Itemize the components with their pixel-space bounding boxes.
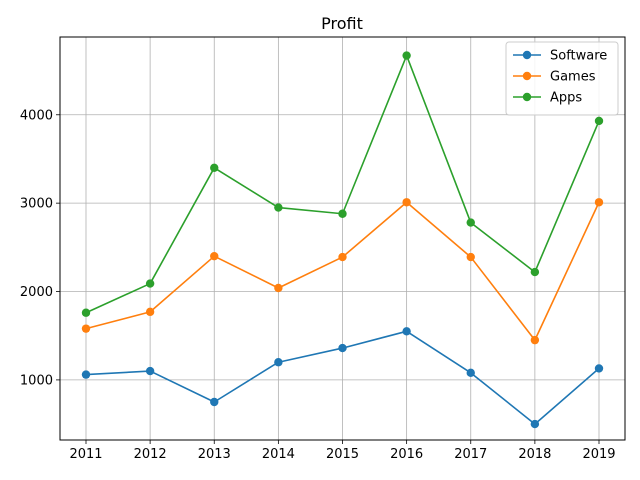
data-point [210,251,219,261]
data-point [274,203,283,212]
data-point [594,198,604,207]
data-point [81,370,91,379]
data-point [530,267,540,277]
legend: Software Games Apps [505,41,619,116]
legend-swatch-marker [522,71,532,81]
data-point [338,343,347,353]
x-tick-label: 2014 [262,447,295,462]
series-software [81,327,604,429]
data-point [338,252,347,262]
legend-item-games: Games [513,70,596,85]
legend-swatch-marker [522,50,532,60]
legend-label: Games [550,70,596,85]
data-point [145,307,155,317]
legend-label: Apps [550,91,582,106]
data-point [402,198,411,207]
x-tick-label: 2013 [198,447,231,462]
x-tick-label: 2015 [326,447,359,462]
data-point [466,218,475,227]
data-point [402,327,411,336]
data-point [466,368,475,378]
y-tick-label: 2000 [20,285,53,300]
data-point [530,419,540,429]
y-tick-label: 3000 [20,197,53,212]
series-group [81,51,604,429]
data-point [402,51,411,60]
legend-item-software: Software [513,49,607,64]
legend-label: Software [550,49,607,64]
series-games [81,198,604,345]
axes: 2011 2012 2013 2014 2015 2016 2017 2018 2019 1000… [20,108,616,462]
data-point [210,163,219,172]
x-tick-label: 2012 [134,447,167,462]
chart-title: Profit [321,14,363,33]
legend-item-apps: Apps [513,91,582,106]
data-point [274,358,283,367]
x-tick-label: 2017 [454,447,487,462]
data-point [145,279,155,288]
data-point [145,366,155,376]
legend-swatch-marker [522,92,532,102]
x-tick-label: 2011 [69,447,102,462]
x-tick-label: 2016 [390,447,423,462]
y-tick-label: 4000 [20,108,53,123]
data-point [530,335,540,345]
data-point [338,209,347,218]
data-point [210,397,219,407]
x-tick-label: 2018 [518,447,551,462]
y-tick-label: 1000 [20,373,53,388]
data-point [81,308,91,317]
data-point [594,116,604,126]
data-point [81,324,91,333]
data-point [594,364,604,373]
data-point [274,283,283,293]
data-point [466,252,475,262]
x-tick-label: 2019 [582,447,615,462]
series-apps [81,51,604,317]
